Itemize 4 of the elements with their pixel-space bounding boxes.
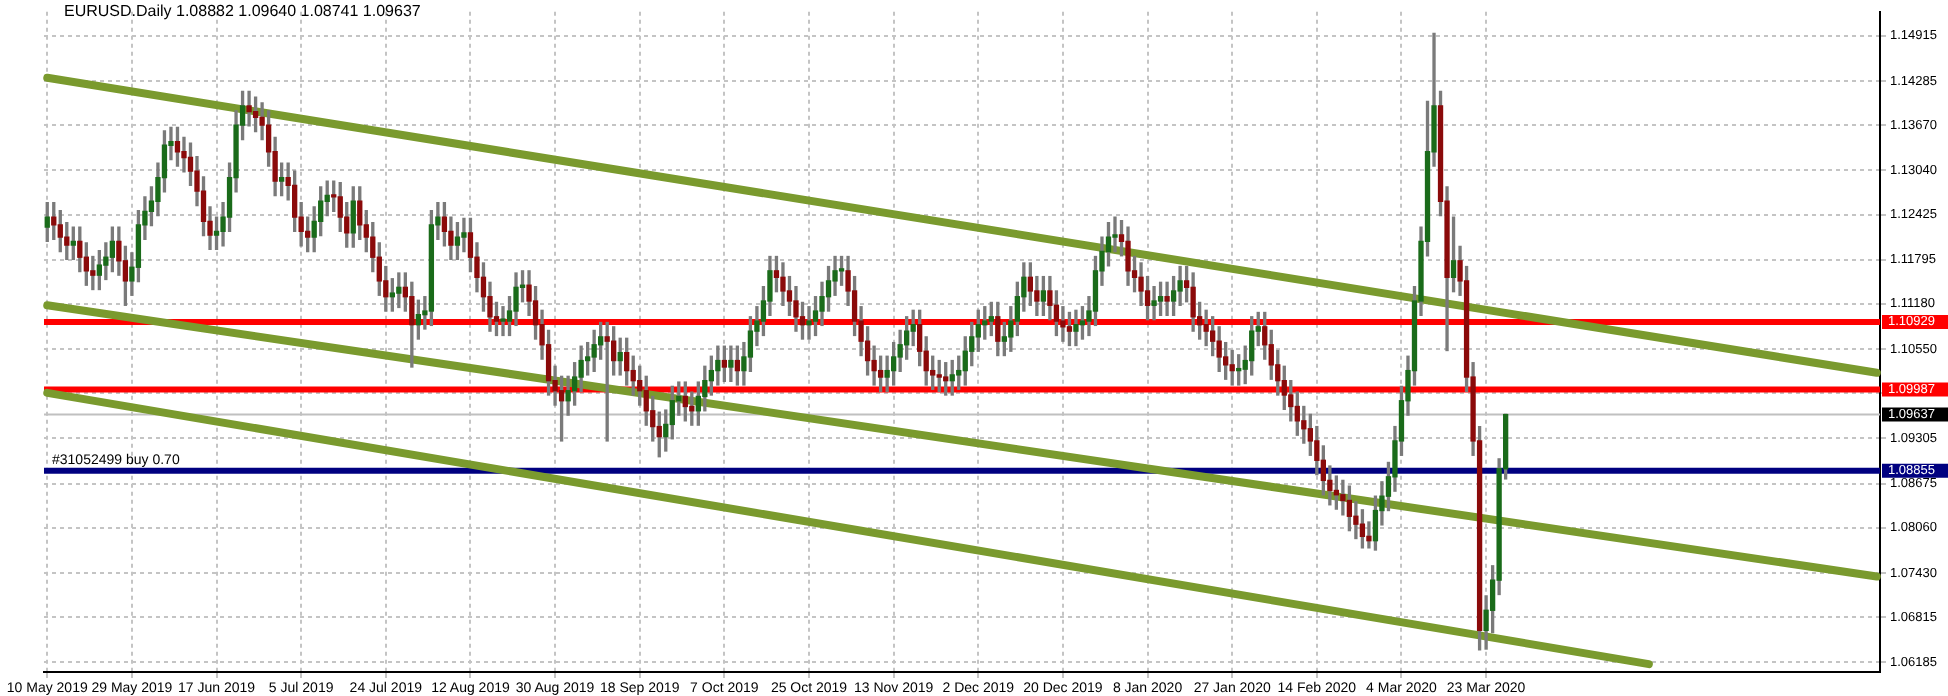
candlestick [1073, 309, 1079, 347]
candlestick [728, 345, 734, 383]
chart-title: EURUSD.Daily 1.08882 1.09640 1.08741 1.09637 [64, 2, 422, 21]
candlestick [1164, 281, 1170, 317]
